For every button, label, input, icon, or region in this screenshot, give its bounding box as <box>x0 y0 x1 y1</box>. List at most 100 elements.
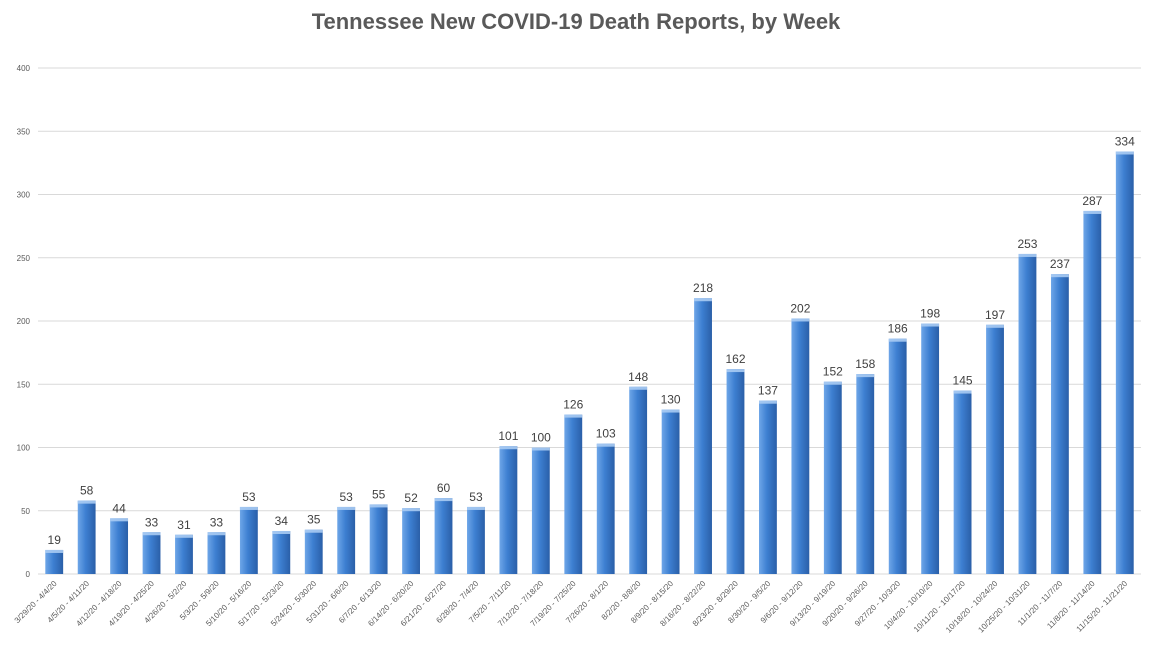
bar-cap <box>759 400 777 404</box>
y-tick-label: 350 <box>17 127 31 136</box>
data-label: 162 <box>725 352 745 366</box>
bar <box>856 374 875 574</box>
bar <box>1050 274 1069 574</box>
bar-cap <box>564 414 583 418</box>
bar <box>499 446 518 574</box>
bar-cap <box>856 374 875 378</box>
bar <box>175 534 193 574</box>
bar <box>823 381 842 574</box>
y-tick-label: 0 <box>26 570 31 579</box>
bar <box>986 324 1004 574</box>
bar <box>953 390 972 574</box>
data-label: 58 <box>80 484 94 498</box>
data-label: 53 <box>469 490 483 504</box>
y-tick-label: 300 <box>17 191 31 200</box>
y-axis: 0 50 100 150 200 250 300 350 400 <box>17 64 31 579</box>
bar-cap <box>823 381 842 385</box>
chart-title: Tennessee New COVID-19 Death Reports, by… <box>312 9 841 34</box>
data-label: 55 <box>372 487 386 501</box>
data-label: 33 <box>210 515 224 529</box>
bar <box>272 530 291 574</box>
y-tick-label: 100 <box>17 444 31 453</box>
bar-cap <box>142 532 161 536</box>
bar-cap <box>369 504 388 508</box>
bar <box>402 508 420 574</box>
data-label: 218 <box>693 281 713 295</box>
bar <box>369 504 388 574</box>
bar-cap <box>661 409 680 413</box>
bar <box>921 323 940 574</box>
bar-cap <box>1018 253 1037 257</box>
bar <box>564 414 583 574</box>
data-label: 253 <box>1017 237 1037 251</box>
data-label: 35 <box>307 513 321 527</box>
bar-cap <box>77 500 96 504</box>
bar <box>1083 210 1102 574</box>
data-label: 60 <box>437 481 451 495</box>
bar <box>888 338 907 574</box>
data-label: 103 <box>596 427 616 441</box>
data-label: 53 <box>242 490 256 504</box>
bar-cap <box>434 498 453 502</box>
data-label: 137 <box>758 384 778 398</box>
bar-cap <box>207 532 226 536</box>
data-label: 148 <box>628 370 648 384</box>
y-tick-label: 200 <box>17 317 31 326</box>
bar <box>110 518 129 574</box>
gridlines <box>38 67 1141 575</box>
bar <box>467 506 485 574</box>
data-label: 34 <box>275 514 289 528</box>
bar-cap <box>272 530 291 534</box>
bar-cap <box>888 338 907 342</box>
data-label: 202 <box>790 301 810 315</box>
bar <box>1115 151 1134 575</box>
data-label: 237 <box>1050 257 1070 271</box>
data-label: 152 <box>823 365 843 379</box>
data-label: 52 <box>404 491 418 505</box>
bar-cap <box>304 529 323 533</box>
bar-cap <box>953 390 972 394</box>
data-labels: 19 58 44 33 31 33 53 34 35 53 55 52 60 53 101 100 126 103… <box>48 134 1136 546</box>
bar-cap <box>629 386 648 390</box>
data-label: 130 <box>661 393 681 407</box>
bar <box>694 298 712 574</box>
data-label: 19 <box>48 533 62 547</box>
data-label: 334 <box>1115 134 1135 148</box>
bar <box>434 498 453 574</box>
bar <box>337 506 356 574</box>
bar-cap <box>1050 274 1069 278</box>
data-label: 31 <box>177 518 191 532</box>
data-label: 101 <box>498 429 518 443</box>
bar-cap <box>986 324 1004 328</box>
bar <box>726 369 745 574</box>
data-label: 158 <box>855 357 875 371</box>
bar <box>1018 253 1037 574</box>
data-label: 126 <box>563 398 583 412</box>
bar <box>207 532 226 574</box>
bar <box>791 318 810 574</box>
bar-cap <box>175 534 193 538</box>
data-label: 197 <box>985 308 1005 322</box>
bar <box>45 549 64 574</box>
bar-cap <box>531 447 550 451</box>
bar-cap <box>499 446 518 450</box>
y-tick-label: 150 <box>17 380 31 389</box>
bars <box>45 151 1134 575</box>
bar <box>239 506 258 574</box>
bar <box>596 443 615 574</box>
bar-cap <box>596 443 615 447</box>
bar <box>142 532 161 574</box>
bar-cap <box>791 318 810 322</box>
data-label: 53 <box>340 490 354 504</box>
data-label: 100 <box>531 431 551 445</box>
bar <box>531 447 550 574</box>
bar <box>629 386 648 574</box>
data-label: 44 <box>112 501 126 515</box>
bar-cap <box>726 369 745 373</box>
data-label: 287 <box>1082 194 1102 208</box>
bar <box>304 529 323 574</box>
y-tick-label: 250 <box>17 254 31 263</box>
x-axis: 3/29/20 - 4/4/204/5/20 - 4/11/204/12/20 … <box>13 579 1130 635</box>
